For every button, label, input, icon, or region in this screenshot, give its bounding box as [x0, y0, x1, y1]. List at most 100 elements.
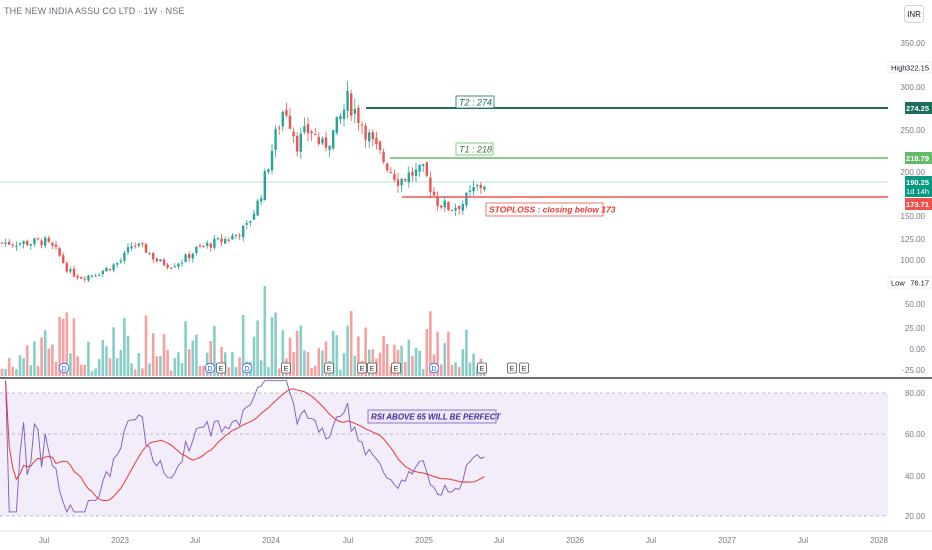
- volume-bar: [259, 360, 263, 376]
- candle-body: [418, 164, 421, 172]
- volume-bar: [439, 364, 443, 376]
- earnings-marker[interactable]: E: [281, 362, 291, 374]
- volume-bar: [270, 317, 274, 376]
- price-tick: 300.00: [901, 83, 926, 92]
- time-tick: 2026: [566, 536, 584, 545]
- candle-body: [382, 151, 385, 162]
- last-price-text: 190.25: [906, 178, 929, 187]
- price-tick: 100.00: [901, 256, 926, 265]
- candles[interactable]: [0, 81, 486, 283]
- currency-button[interactable]: INR: [904, 5, 924, 23]
- candle-body: [62, 255, 65, 263]
- volume-bar: [346, 325, 349, 376]
- candle-body: [116, 263, 119, 265]
- countdown-text: 1d 14h: [906, 187, 929, 196]
- candle-body: [465, 193, 468, 206]
- rsi-annotation-box[interactable]: [367, 409, 497, 424]
- t2-annotation-box[interactable]: [455, 95, 495, 109]
- earnings-marker[interactable]: E: [357, 362, 367, 374]
- volume-bar: [187, 349, 191, 376]
- earnings-marker[interactable]: E: [519, 362, 529, 374]
- volume-bar: [371, 349, 375, 376]
- candle-body: [339, 115, 342, 120]
- candle-body: [184, 254, 187, 262]
- candle-body: [152, 252, 155, 260]
- earnings-marker-shape: [391, 362, 401, 374]
- dividend-marker[interactable]: D: [204, 362, 216, 374]
- volume-bar: [425, 328, 429, 376]
- volume-bar: [378, 352, 382, 376]
- price-tick: 125.00: [901, 235, 926, 244]
- candle-body: [126, 247, 130, 253]
- earnings-marker[interactable]: E: [477, 362, 487, 374]
- earnings-marker[interactable]: E: [507, 362, 517, 374]
- candle-body: [306, 123, 310, 134]
- earnings-marker-shape: [477, 362, 487, 374]
- candle-body: [396, 179, 400, 186]
- candle-body: [296, 135, 299, 152]
- candle-body: [220, 238, 223, 243]
- earnings-marker[interactable]: E: [367, 362, 377, 374]
- time-tick: 2024: [262, 536, 280, 545]
- price-tick: 200.00: [901, 168, 926, 177]
- t1-annotation-box[interactable]: [455, 142, 494, 156]
- high-label-value: 322.15: [906, 64, 929, 73]
- candle-body: [260, 198, 263, 202]
- volume-bar: [317, 347, 321, 376]
- event-marker-label: E: [360, 366, 365, 373]
- volume-bar: [256, 320, 259, 376]
- candle-body: [137, 243, 140, 246]
- price-tick: 350.00: [901, 39, 926, 48]
- volume-bar: [213, 325, 216, 376]
- high-label-name: High: [891, 64, 906, 73]
- t2-price-tag: [905, 102, 932, 114]
- candle-body: [299, 133, 302, 152]
- earnings-marker[interactable]: E: [216, 362, 226, 374]
- price-scale[interactable]: 350.00 300.00 250.00 200.00 150.00 125.0…: [901, 39, 926, 265]
- volume-bar: [457, 366, 461, 376]
- candle-body: [15, 245, 18, 247]
- time-axis[interactable]: Jul 2023 Jul 2024 Jul 2025 Jul 2026 Jul …: [39, 536, 889, 545]
- t1-annotation: T1 : 218: [459, 145, 492, 155]
- earnings-marker-shape: [216, 362, 226, 374]
- earnings-marker[interactable]: E: [391, 362, 401, 374]
- volume-bar: [162, 334, 166, 376]
- candle-body: [105, 268, 108, 272]
- earnings-marker[interactable]: E: [324, 362, 334, 374]
- dividend-marker[interactable]: D: [58, 362, 70, 374]
- volume-bar: [281, 330, 285, 376]
- dividend-marker-shape: [204, 362, 216, 374]
- volume-bar: [461, 349, 465, 376]
- rsi-scale[interactable]: 80.00 60.00 40.00 20.00: [905, 389, 926, 521]
- volume-bar: [393, 344, 396, 376]
- candle-body: [328, 145, 331, 150]
- candle-body: [483, 186, 486, 190]
- stoploss-annotation-box[interactable]: [485, 202, 604, 217]
- candle-body: [51, 242, 54, 246]
- candle-body: [263, 171, 266, 201]
- volume-bar: [436, 332, 439, 376]
- candle-body: [101, 270, 104, 275]
- candle-body: [94, 275, 97, 277]
- candle-body: [90, 275, 94, 277]
- volume-bar: [105, 346, 108, 376]
- volume-bar: [324, 341, 328, 376]
- volume-tick: 0.00: [909, 345, 925, 354]
- candle-body: [177, 263, 180, 267]
- volume-bar: [277, 368, 281, 376]
- candle-body: [458, 205, 461, 210]
- time-tick: 2028: [870, 536, 888, 545]
- event-marker-label: E: [394, 366, 399, 373]
- t1-price-tag: [905, 152, 932, 164]
- dividend-marker[interactable]: D: [241, 362, 253, 374]
- candle-body: [447, 201, 450, 211]
- symbol-title: THE NEW INDIA ASSU CO LTD · 1W · NSE: [4, 6, 185, 16]
- dividend-marker[interactable]: D: [428, 362, 440, 374]
- volume-bar: [403, 361, 407, 376]
- volume-bar: [4, 368, 7, 376]
- candle-body: [4, 242, 7, 244]
- volume-bar: [443, 343, 447, 376]
- volume-bar: [87, 341, 90, 376]
